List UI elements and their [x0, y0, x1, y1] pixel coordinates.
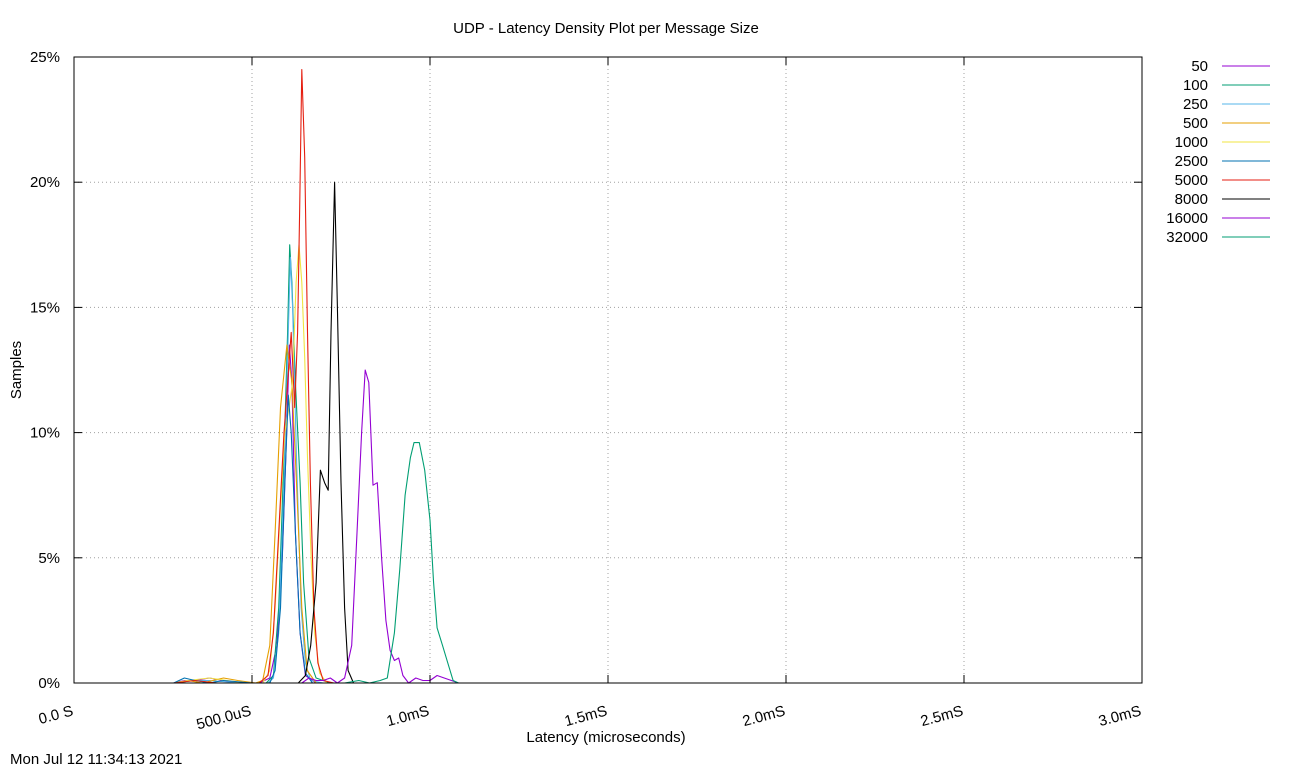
legend-label: 500: [1183, 115, 1208, 132]
y-tick-label: 20%: [30, 174, 60, 191]
footer-timestamp: Mon Jul 12 11:34:13 2021: [10, 751, 183, 768]
x-tick-label: 1.5mS: [563, 702, 609, 730]
series-line-16000: [173, 369, 466, 684]
axes: 0% 5% 10% 15% 20% 25% 0.0 S 500.0uS 1.0mS 1.5mS 2.…: [30, 49, 1143, 733]
legend-label: 32000: [1166, 229, 1208, 246]
legend-label: 250: [1183, 96, 1208, 113]
legend-label: 100: [1183, 77, 1208, 94]
legend-label: 5000: [1175, 172, 1208, 189]
x-tick-label: 2.5mS: [919, 702, 965, 730]
x-axis-label: Latency (microseconds): [526, 729, 685, 746]
legend-label: 2500: [1175, 153, 1208, 170]
y-axis-label: Samples: [8, 341, 25, 399]
series-lines: [173, 68, 466, 684]
y-tick-label: 25%: [30, 49, 60, 66]
x-tick-label: 0.0 S: [37, 702, 75, 727]
y-tick-label: 15%: [30, 299, 60, 316]
legend-label: 8000: [1175, 191, 1208, 208]
series-line-5000: [173, 68, 430, 684]
y-tick-label: 0%: [38, 675, 60, 692]
y-tick-label: 5%: [38, 550, 60, 567]
chart-title: UDP - Latency Density Plot per Message S…: [453, 20, 759, 37]
x-tick-label: 1.0mS: [385, 702, 431, 730]
legend-label: 1000: [1175, 134, 1208, 151]
legend: 50 100 250 500 1000 2500 5000 8000 16000 32000: [1166, 58, 1270, 246]
legend-label: 16000: [1166, 210, 1208, 227]
series-line-250: [173, 256, 430, 684]
series-line-500: [173, 344, 430, 684]
series-line-50: [173, 344, 430, 684]
grid-lines: [74, 57, 1142, 683]
y-tick-label: 10%: [30, 425, 60, 442]
legend-label: 50: [1191, 58, 1208, 75]
x-tick-label: 500.0uS: [195, 702, 253, 733]
series-line-32000: [287, 442, 466, 684]
x-tick-label: 2.0mS: [741, 702, 787, 730]
x-tick-label: 3.0mS: [1097, 702, 1143, 730]
